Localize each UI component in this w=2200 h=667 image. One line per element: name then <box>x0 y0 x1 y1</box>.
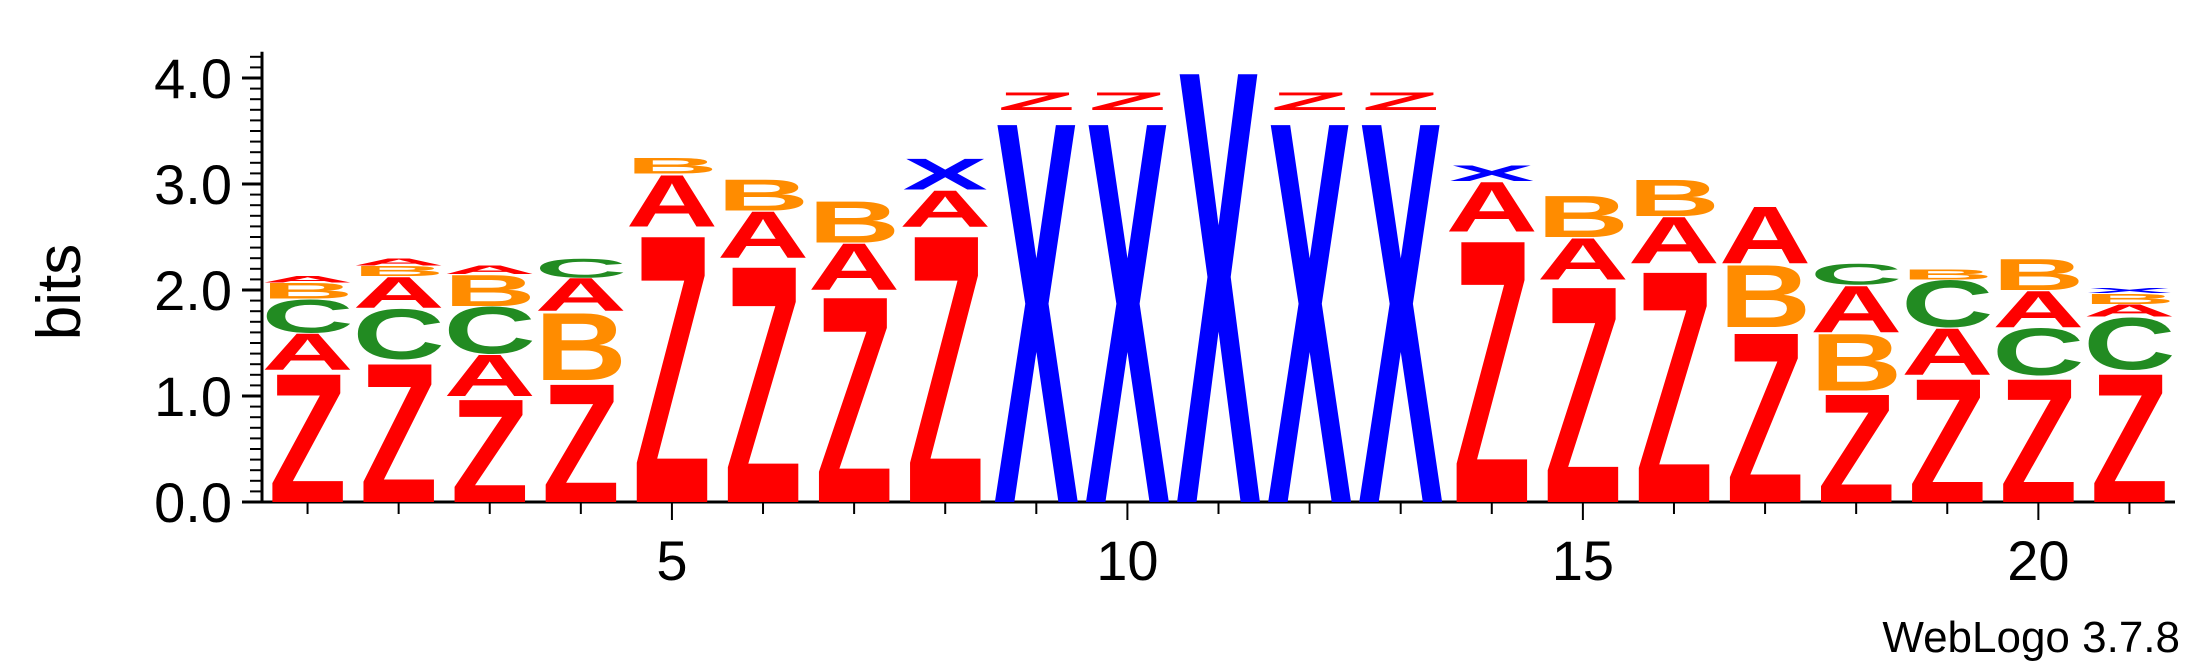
y-axis: 0.0 1.0 2.0 3.0 4.0 <box>154 47 262 534</box>
logo-letter-x: X <box>1176 0 1262 635</box>
logo-letter-z: Z <box>997 87 1075 115</box>
logo-letter-b: B <box>808 189 900 255</box>
logo-column-16: ZAB <box>1628 169 1720 573</box>
logo-letter-a: A <box>444 264 536 277</box>
logo-column-14: ZAX <box>1446 160 1538 582</box>
logo-column-17: ZBA <box>1719 190 1811 555</box>
logo-letter-a: A <box>1719 190 1811 281</box>
logo-column-11: X <box>1176 0 1262 635</box>
footer-version: WebLogo 3.7.8 <box>1882 613 2180 662</box>
logo-column-5: ZAB <box>626 153 718 584</box>
y-tick-label: 1.0 <box>154 365 232 428</box>
logo-letter-x: X <box>2087 287 2172 295</box>
y-tick-label: 2.0 <box>154 259 232 322</box>
logo-letter-b: B <box>1992 250 2084 299</box>
logo-letter-a: A <box>261 275 353 285</box>
logo-letter-c: C <box>1810 258 1902 291</box>
logo-letter-a: A <box>353 256 445 268</box>
logo-letter-x: X <box>903 150 988 199</box>
logo-letter-z: Z <box>1088 87 1166 115</box>
logo-column-15: ZAB <box>1537 184 1629 569</box>
logo-column-7: ZAB <box>808 189 900 565</box>
logo-letter-b: B <box>717 171 809 220</box>
logo-column-6: ZAB <box>717 171 809 575</box>
y-axis-label: bits <box>25 244 94 340</box>
logo-column-12: XZ <box>1267 8 1353 620</box>
logo-column-8: ZAX <box>899 150 991 584</box>
logo-column-10: XZ <box>1085 8 1171 620</box>
logo-letter-b: B <box>626 154 718 179</box>
logo-column-13: XZ <box>1358 8 1444 620</box>
logo-letter-z: Z <box>1271 87 1349 115</box>
logo-letter-b: B <box>1537 184 1629 250</box>
logo-letter-b: B <box>1901 266 1993 282</box>
logo-letter-c: C <box>535 253 627 283</box>
y-tick-label: 0.0 <box>154 471 232 534</box>
logo-column-9: XZ <box>994 8 1080 620</box>
y-tick-label: 4.0 <box>154 47 232 110</box>
logo-letter-b: B <box>1628 169 1720 227</box>
logo-letter-x: X <box>1449 161 1534 186</box>
logo-letter-z: Z <box>1362 87 1440 115</box>
y-tick-label: 3.0 <box>154 153 232 216</box>
